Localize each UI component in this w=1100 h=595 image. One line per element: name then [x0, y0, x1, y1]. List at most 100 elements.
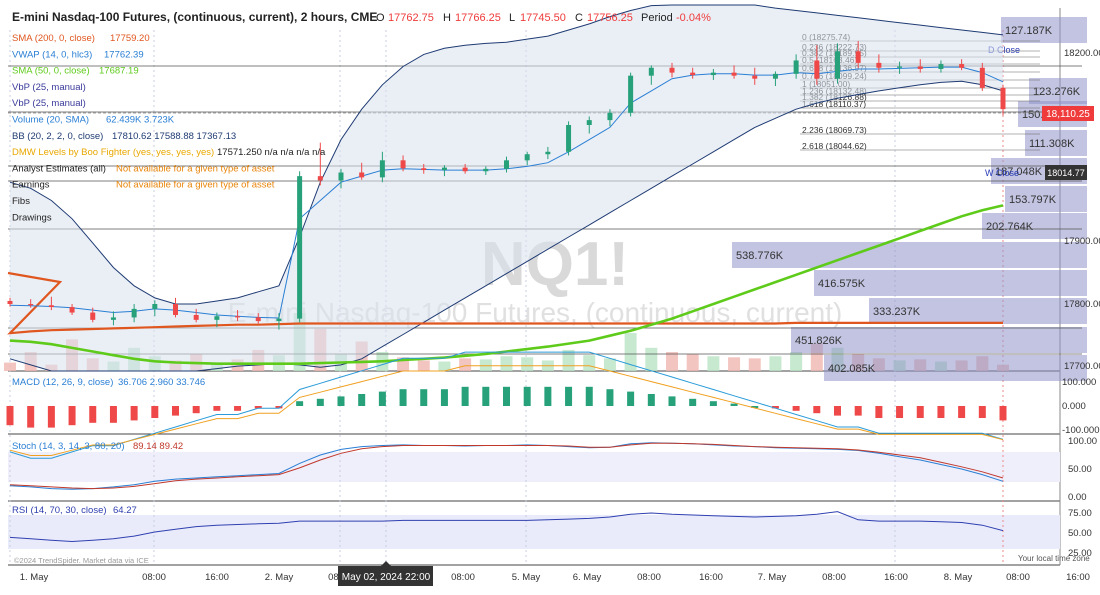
- legend-value: 17810.62 17588.88 17367.13: [112, 131, 236, 142]
- volume-bar: [769, 356, 782, 371]
- macd-bar: [668, 396, 676, 406]
- vbp-label: 153.797K: [1009, 194, 1057, 206]
- legend-value: Not available for a given type of asset: [116, 180, 275, 191]
- time-tick-label: 16:00: [205, 572, 229, 583]
- high-value: 17766.25: [455, 12, 501, 24]
- volume-by-price: 127.187K123.276K150.939K111.308K187.048K…: [732, 17, 1087, 381]
- candle-body: [628, 75, 634, 113]
- macd-bar: [751, 406, 759, 408]
- time-tick-label: 08:00: [142, 572, 166, 583]
- candle-body: [648, 67, 654, 76]
- macd-tick-label: -100.000: [1062, 425, 1100, 436]
- macd-tick-label: 0.000: [1062, 401, 1086, 412]
- axes: 18200.00 17900.00 17800.00 17700.00 100.000 0…: [20, 48, 1100, 583]
- legend-value: 17571.250 n/a n/a n/a n/a: [217, 147, 326, 158]
- candle-body: [814, 60, 820, 79]
- time-tick-label: 1. May: [20, 572, 49, 583]
- macd-bar: [275, 406, 283, 409]
- candle-body: [317, 176, 323, 181]
- macd-bar: [440, 389, 448, 406]
- rsi-legend-value: 64.27: [113, 505, 137, 516]
- volume-bar: [790, 352, 803, 371]
- candle-body: [731, 72, 737, 76]
- legend-label: VbP (25, manual): [12, 82, 86, 93]
- macd-bar: [109, 406, 117, 423]
- vbp-label: 202.764K: [986, 221, 1034, 233]
- price-tick-label: 17700.00: [1064, 361, 1100, 372]
- volume-bar: [583, 355, 596, 371]
- macd-bar: [68, 406, 76, 426]
- time-tick-label: 16:00: [884, 572, 908, 583]
- vbp-bar: [869, 298, 1087, 324]
- candle-body: [1000, 87, 1006, 110]
- vbp-bar: [1029, 78, 1087, 104]
- candlesticks: [7, 40, 1006, 330]
- macd-bar: [523, 386, 531, 406]
- d-close-label: D Close: [988, 45, 1020, 55]
- vbp-label: 402.085K: [828, 363, 876, 375]
- macd-bar: [916, 406, 924, 418]
- sub-indicators: [6, 351, 1007, 543]
- candle-body: [876, 62, 882, 68]
- candle-body: [400, 160, 406, 169]
- candle-body: [173, 304, 178, 315]
- macd-bar: [213, 406, 221, 411]
- candle-body: [938, 64, 944, 69]
- period-label: Period: [641, 12, 673, 24]
- macd-bar: [254, 406, 262, 409]
- macd-bar: [482, 386, 490, 406]
- macd-bar: [151, 406, 159, 418]
- macd-bar: [896, 406, 904, 418]
- close-value: 17756.25: [587, 12, 633, 24]
- legend-value: 62.439K 3.723K: [106, 115, 175, 126]
- fib-label: 1.618 (18110.37): [802, 99, 866, 109]
- volume-bar: [686, 354, 699, 371]
- vbp-bar: [982, 213, 1087, 239]
- time-tick-label: 08:00: [1006, 572, 1030, 583]
- candle-body: [710, 72, 716, 76]
- rsi-tick-label: 50.00: [1068, 528, 1092, 539]
- vbp-label: 538.776K: [736, 250, 784, 262]
- macd-bar: [978, 406, 986, 418]
- stoch-legend-label: Stoch (14, 3, 14, 3, 80, 20): [12, 441, 125, 452]
- legend-label: SMA (200, 0, close): [12, 33, 95, 44]
- macd-bar: [172, 406, 179, 416]
- candle-body: [28, 304, 34, 306]
- macd-bar: [854, 406, 862, 416]
- vbp-bar: [791, 327, 1087, 353]
- wclose-price-text: 18014.77: [1047, 168, 1085, 178]
- macd-bar: [420, 389, 428, 406]
- volume-bar: [624, 333, 637, 371]
- stoch-tick-label: 0.00: [1068, 492, 1087, 503]
- wclose-price-box: [1045, 165, 1087, 180]
- volume-bar: [500, 356, 513, 371]
- macd-bar: [399, 389, 407, 406]
- candle-body: [48, 305, 54, 308]
- last-price-tag: 18,110.25: [1042, 106, 1094, 121]
- macd-bar: [192, 406, 200, 414]
- macd-bar: [709, 401, 717, 406]
- legend-label: VWAP (14, 0, hlc3): [12, 49, 92, 60]
- macd-bar: [378, 391, 386, 406]
- macd-bar: [792, 406, 800, 411]
- volume-bar: [562, 349, 575, 371]
- candle-body: [545, 151, 551, 155]
- time-tick-label: 16:00: [699, 572, 723, 583]
- macd-bar: [813, 406, 821, 414]
- candle-body: [131, 308, 137, 318]
- candle-body: [607, 112, 613, 121]
- macd-bar: [730, 403, 738, 406]
- time-tick-label: 7. May: [758, 572, 787, 583]
- rsi-tick-label: 25.00: [1068, 548, 1092, 559]
- macd-bar: [937, 406, 945, 418]
- crosshair-time-text: May 02, 2024 22:00: [342, 572, 431, 583]
- time-tick-label: 08:00: [637, 572, 661, 583]
- time-tick-label: 2. May: [265, 572, 294, 583]
- legend-label: BB (20, 2, 2, 0, close): [12, 131, 103, 142]
- candle-body: [421, 168, 427, 171]
- volume-bar: [479, 359, 492, 371]
- vbp-label: 333.237K: [873, 306, 921, 318]
- candle-body: [855, 51, 861, 63]
- candle-body: [462, 167, 468, 172]
